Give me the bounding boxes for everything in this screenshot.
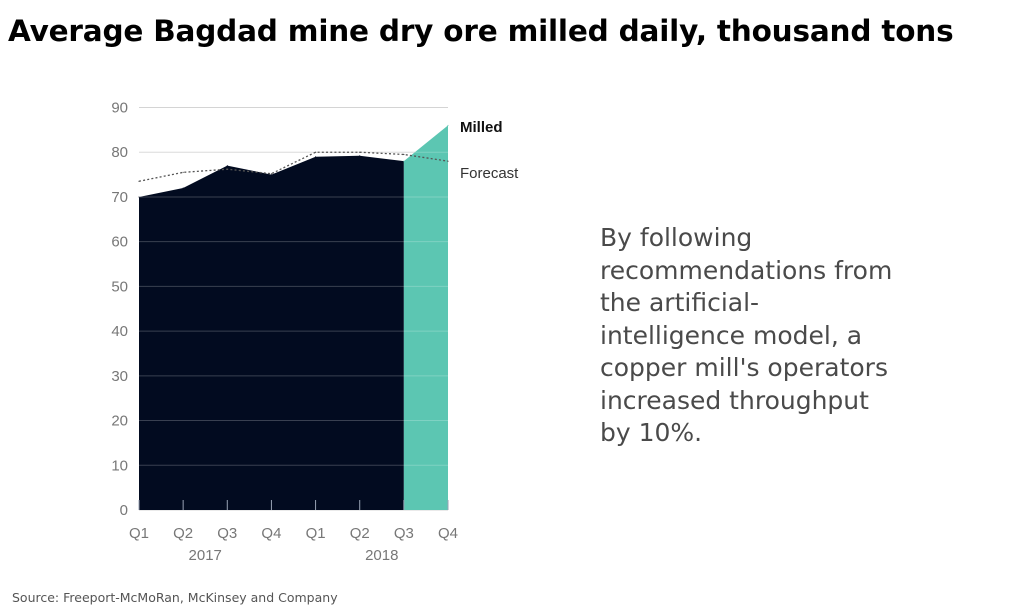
forecast-point-3 <box>270 173 273 175</box>
y-tick-label-30: 30 <box>111 368 128 385</box>
x-tick-label-1: Q2 <box>173 525 193 542</box>
x-tick-label-0: Q1 <box>129 525 149 542</box>
forecast-line <box>138 151 449 182</box>
gridlines-overlay <box>139 151 448 466</box>
x-tick-label-7: Q4 <box>438 525 458 542</box>
y-tick-label-80: 80 <box>111 144 128 161</box>
y-tick-label-50: 50 <box>111 278 128 295</box>
milled-point-1 <box>182 187 184 189</box>
x-tick-label-4: Q1 <box>306 525 326 542</box>
forecast-point-2 <box>226 168 228 170</box>
callout-text: By following recommendations from the ar… <box>600 223 893 447</box>
x-tick-label-2: Q3 <box>217 525 237 542</box>
x-axis-ticks: Q1 Q2 Q3 Q4 Q1 Q2 Q3 Q4 2017 2018 <box>129 500 458 564</box>
forecast-point-4 <box>314 151 317 153</box>
y-tick-label-20: 20 <box>111 413 128 430</box>
x-tick-label-3: Q4 <box>261 525 281 542</box>
milled-area <box>138 124 449 511</box>
x-tick-label-6: Q3 <box>394 525 414 542</box>
legend-forecast-label: Forecast <box>460 165 519 182</box>
source-note: Source: Freeport-McMoRan, McKinsey and C… <box>12 590 338 605</box>
x-tick-label-5: Q2 <box>350 525 370 542</box>
y-tick-label-10: 10 <box>111 457 128 474</box>
chart-title: Average Bagdad mine dry ore milled daily… <box>8 14 954 48</box>
year-label-2017: 2017 <box>189 547 222 564</box>
milled-point-2 <box>226 165 228 167</box>
milled-point-3 <box>270 174 272 176</box>
y-axis-ticks: 0 10 20 30 40 50 60 70 80 90 <box>111 100 128 520</box>
legend: Milled Forecast <box>460 119 519 182</box>
y-tick-label-70: 70 <box>111 189 128 206</box>
forecast-point-1 <box>182 171 184 173</box>
milled-point-4 <box>315 156 317 158</box>
forecast-point-6 <box>403 153 405 156</box>
y-tick-label-60: 60 <box>111 234 128 251</box>
area-chart: 0 10 20 30 40 50 60 70 80 90 Q1 Q2 Q3 Q4 Q1 Q2 Q3 Q4 2017… <box>111 100 519 565</box>
milled-area-main <box>139 155 404 511</box>
forecast-point-5 <box>359 151 361 153</box>
y-tick-label-0: 0 <box>120 502 128 519</box>
milled-point-7 <box>447 124 449 126</box>
forecast-point-7 <box>447 160 449 162</box>
milled-point-6 <box>403 160 405 162</box>
forecast-point-0 <box>138 180 140 182</box>
year-label-2018: 2018 <box>365 547 398 564</box>
y-tick-label-40: 40 <box>111 323 128 340</box>
milled-area-highlight <box>403 125 448 510</box>
legend-milled-label: Milled <box>460 119 503 136</box>
milled-point-5 <box>359 155 361 157</box>
milled-point-0 <box>138 196 140 198</box>
y-tick-label-90: 90 <box>111 100 128 117</box>
